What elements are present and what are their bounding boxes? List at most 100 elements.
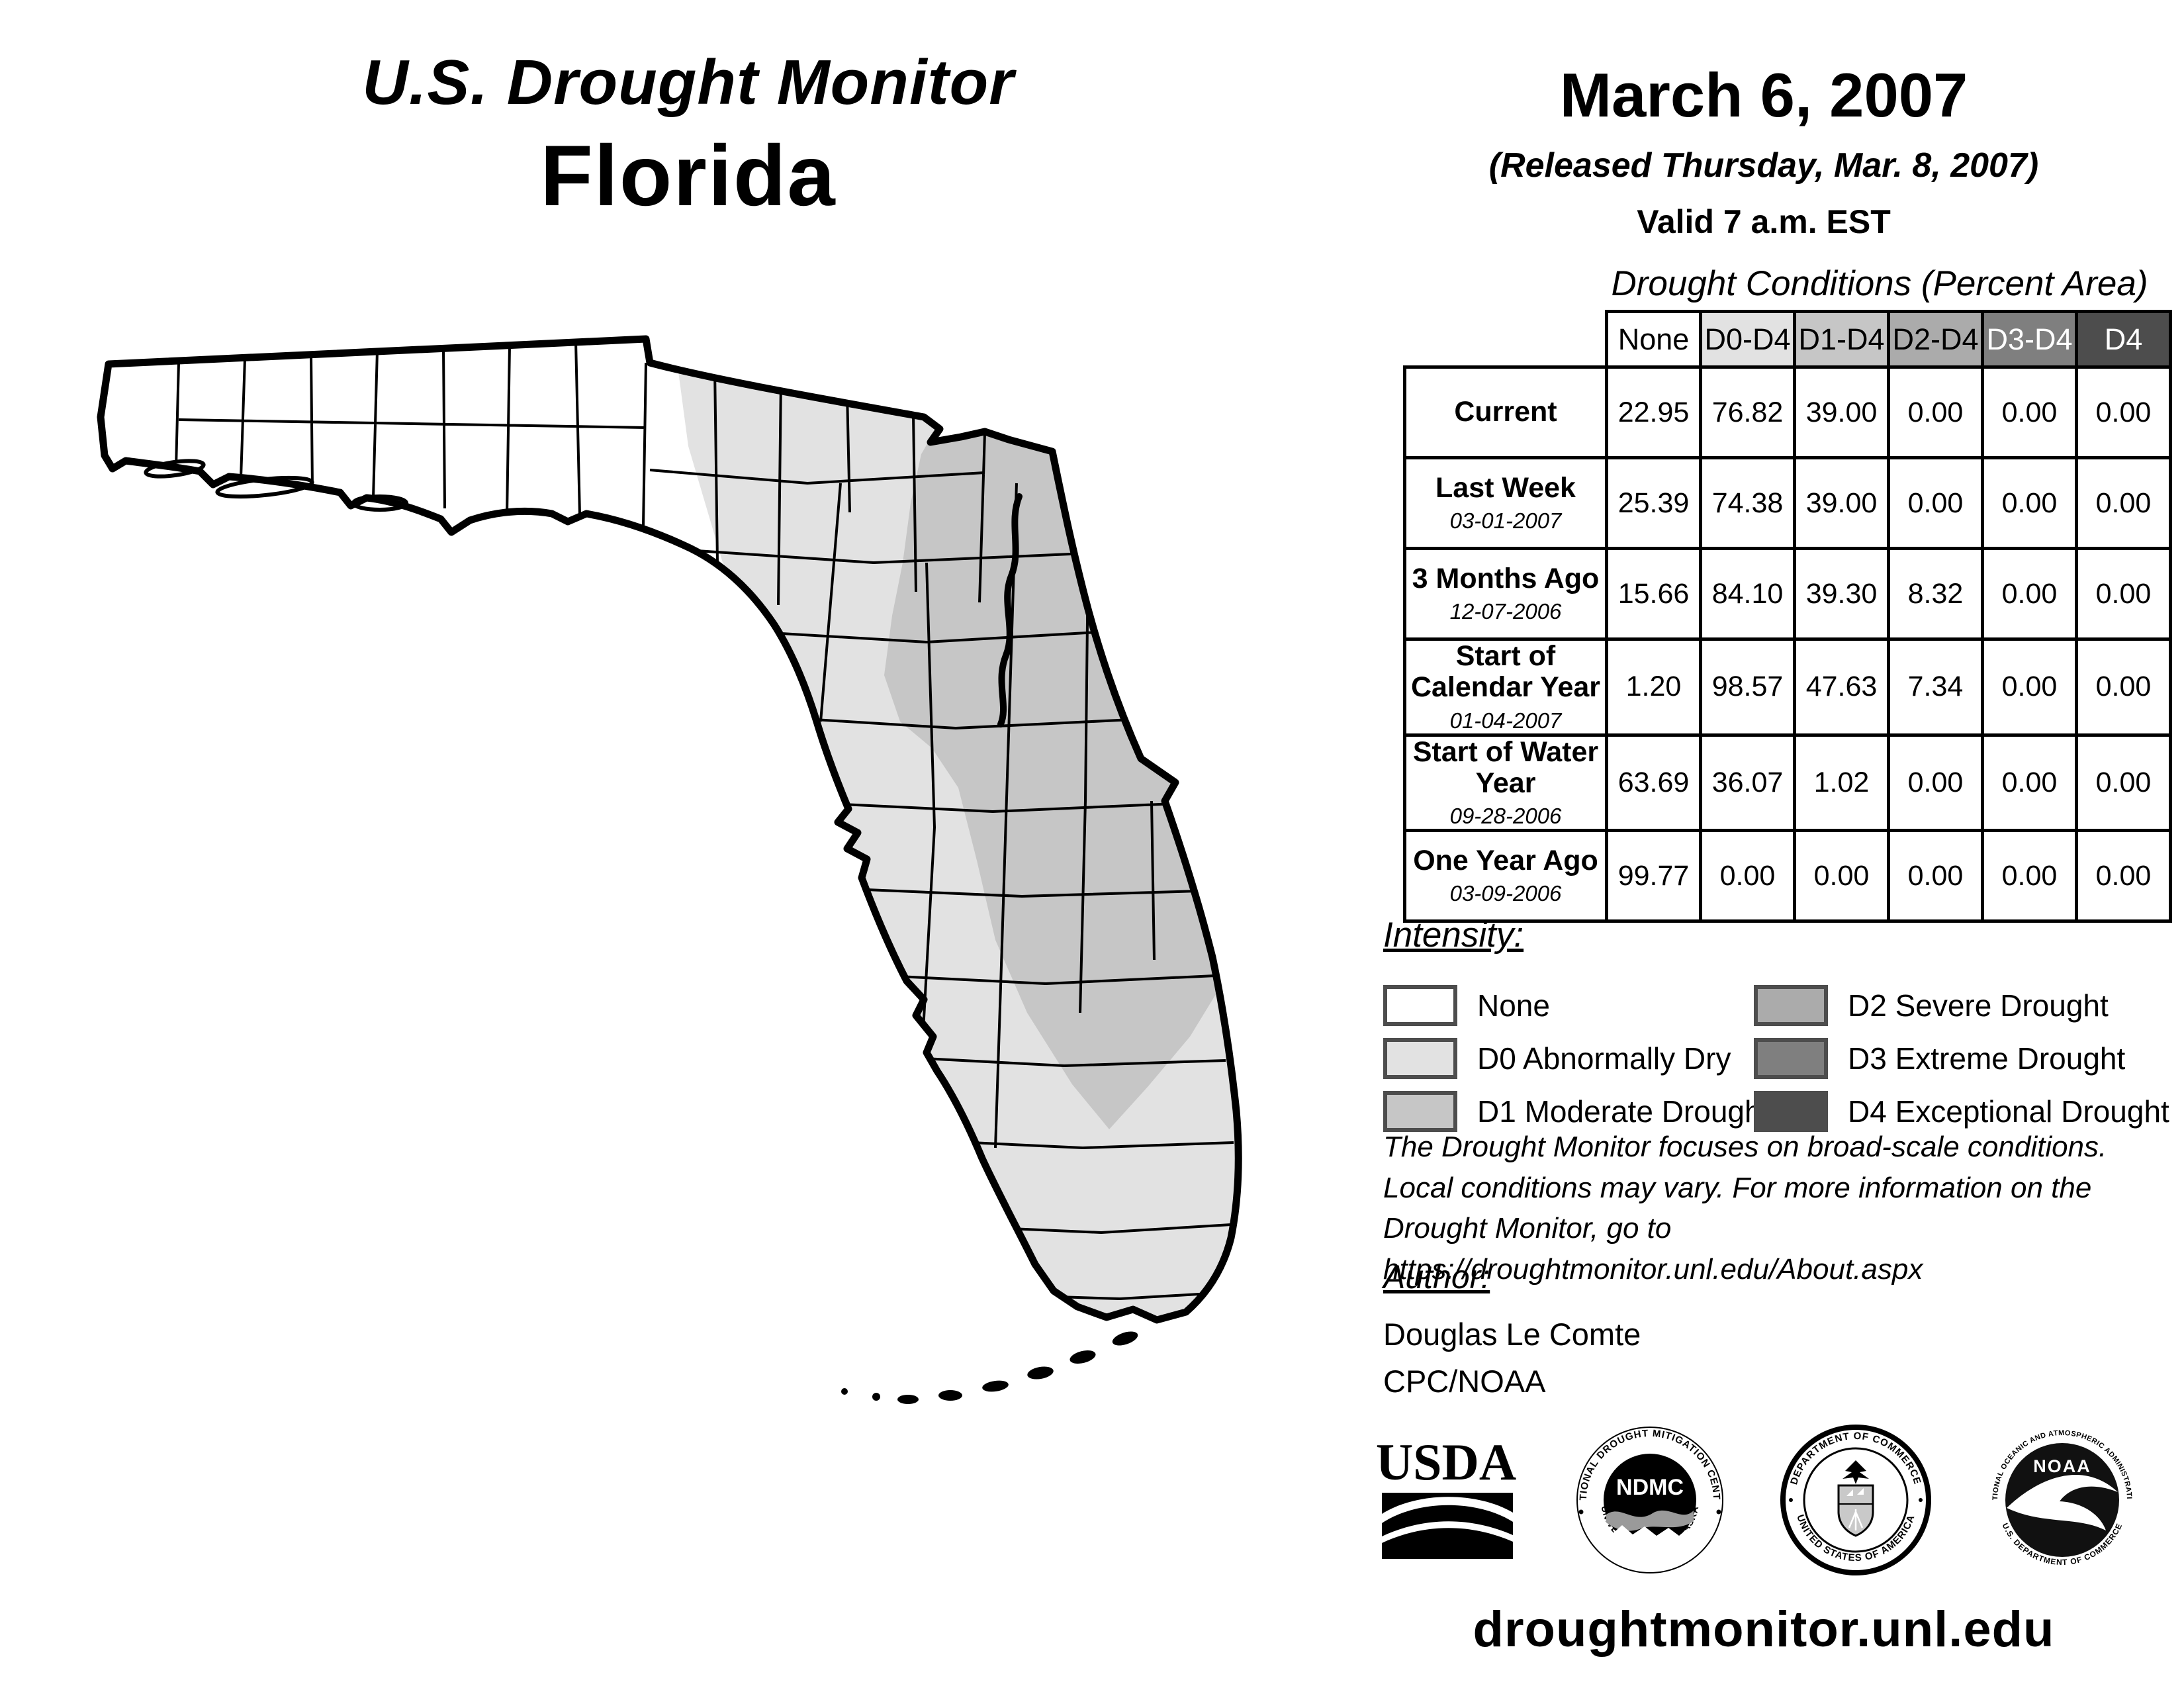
table-cell: 0.00 [2075,829,2172,923]
table-cell: 15.66 [1605,547,1702,641]
legend-label: D0 Abnormally Dry [1477,1041,1731,1076]
report-title: U.S. Drought Monitor [362,47,1015,118]
table-cell: 39.00 [1793,456,1890,550]
table-cell: 0.00 [1887,733,1984,833]
row-label: Start of Calendar Year [1410,640,1601,704]
col-header-d1d4: D1-D4 [1793,310,1890,369]
table-cell: 0.00 [1981,456,2078,550]
table-cell: 0.00 [1981,365,2078,459]
row-date: 01-04-2007 [1449,708,1562,733]
table-cell: 8.32 [1887,547,1984,641]
table-cell: 99.77 [1605,829,1702,923]
row-label-cell: Last Week 03-01-2007 [1403,456,1608,550]
legend-item-d1: D1 Moderate Drought [1383,1091,1770,1132]
state-name-title: Florida [540,127,837,224]
florida-keys [841,1331,1138,1404]
table-cell: 39.00 [1793,365,1890,459]
legend-item-d0: D0 Abnormally Dry [1383,1038,1754,1079]
table-cell: 0.00 [2075,456,2172,550]
table-header-row: None D0-D4 D1-D4 D2-D4 D3-D4 D4 [1405,310,2172,369]
row-date: 09-28-2006 [1449,804,1562,829]
row-label: 3 Months Ago [1412,562,1600,594]
florida-drought-map [66,165,1324,1542]
website-url: droughtmonitor.unl.edu [1473,1601,2055,1658]
ndmc-center-text: NDMC [1616,1475,1684,1500]
noaa-logo: NATIONAL OCEANIC AND ATMOSPHERIC ADMINIS… [1989,1427,2135,1573]
row-label: Current [1454,396,1557,428]
note-line: Drought Monitor, go to https://droughtmo… [1383,1212,1923,1286]
st-johns-river [997,493,1023,727]
table-cell: 0.00 [1981,733,2078,833]
col-header-none: None [1605,310,1702,369]
table-cell: 0.00 [1793,829,1890,923]
col-header-d3d4: D3-D4 [1981,310,2078,369]
table-row-last-week: Last Week 03-01-2007 25.39 74.38 39.00 0… [1403,456,2172,550]
table-row-start-calendar-year: Start of Calendar Year 01-04-2007 1.20 9… [1403,637,2172,737]
row-label-cell: Start of Water Year 09-28-2006 [1403,733,1608,833]
table-cell: 1.20 [1605,637,1702,737]
legend-item-d3: D3 Extreme Drought [1754,1038,2164,1079]
table-row-one-year-ago: One Year Ago 03-09-2006 99.77 0.00 0.00 … [1403,829,2172,923]
usda-logo-text: USDA [1377,1433,1516,1491]
table-cell: 98.57 [1699,637,1796,737]
table-cell: 0.00 [2075,637,2172,737]
table-cell: 74.38 [1699,456,1796,550]
doc-eagle-shield [1837,1460,1874,1537]
map-date: March 6, 2007 [1559,60,1968,130]
row-label-cell: One Year Ago 03-09-2006 [1403,829,1608,923]
table-cell: 25.39 [1605,456,1702,550]
col-header-d4: D4 [2075,310,2172,369]
intensity-legend: Intensity: None D0 Abnormally Dry D1 Mod… [1383,915,2171,1138]
col-header-d2d4: D2-D4 [1887,310,1984,369]
table-cell: 0.00 [1887,829,1984,923]
row-label-cell: Current [1403,365,1608,459]
drought-conditions-table: None D0-D4 D1-D4 D2-D4 D3-D4 D4 Current … [1403,310,2172,923]
table-corner-spacer [1405,312,1607,367]
disclaimer-note: The Drought Monitor focuses on broad-sca… [1383,1127,2177,1289]
page-title: U.S. Drought Monitor Florida [40,46,1337,225]
county-boundaries [175,341,1234,1301]
table-cell: 47.63 [1793,637,1890,737]
row-label: One Year Ago [1413,845,1598,877]
table-cell: 1.02 [1793,733,1890,833]
usda-logo: USDA [1377,1433,1516,1559]
legend-swatch-d0 [1383,1038,1457,1079]
author-heading: Author: [1383,1258,1490,1295]
table-cell: 84.10 [1699,547,1796,641]
table-cell: 22.95 [1605,365,1702,459]
note-line: Local conditions may vary. For more info… [1383,1171,2092,1204]
table-cell: 0.00 [1887,456,1984,550]
legend-grid: None D0 Abnormally Dry D1 Moderate Droug… [1383,979,2171,1138]
legend-label: D1 Moderate Drought [1477,1094,1770,1129]
table-row-current: Current 22.95 76.82 39.00 0.00 0.00 0.00 [1403,365,2172,459]
author-org: CPC/NOAA [1383,1364,1546,1399]
valid-time: Valid 7 a.m. EST [1637,203,1891,240]
row-date: 03-01-2007 [1449,508,1562,534]
table-cell: 63.69 [1605,733,1702,833]
legend-heading: Intensity: [1383,915,1524,955]
legend-label: D4 Exceptional Drought [1848,1094,2169,1129]
florida-map-svg [66,165,1324,1404]
legend-item-d4: D4 Exceptional Drought [1754,1091,2169,1132]
commerce-seal-logo: DEPARTMENT OF COMMERCE UNITED STATES OF … [1780,1424,1932,1575]
row-label-cell: 3 Months Ago 12-07-2006 [1403,547,1608,641]
table-cell: 39.30 [1793,547,1890,641]
table-cell: 36.07 [1699,733,1796,833]
row-label-cell: Start of Calendar Year 01-04-2007 [1403,637,1608,737]
table-cell: 0.00 [1981,829,2078,923]
ndmc-logo: NATIONAL DROUGHT MITIGATION CENTER UNIVE… [1576,1426,1723,1573]
legend-swatch-d3 [1754,1038,1828,1079]
table-cell: 76.82 [1699,365,1796,459]
row-date: 03-09-2006 [1449,881,1562,906]
table-cell: 0.00 [1887,365,1984,459]
col-header-d0d4: D0-D4 [1699,310,1796,369]
table-row-start-water-year: Start of Water Year 09-28-2006 63.69 36.… [1403,733,2172,833]
row-label: Last Week [1435,471,1576,504]
table-cell: 0.00 [1981,547,2078,641]
table-cell: 0.00 [1981,637,2078,737]
agency-logos: USDA NATIONAL DROUGHT MITIGATION CENTER … [1377,1422,2138,1577]
table-cell: 0.00 [2075,733,2172,833]
row-date: 12-07-2006 [1449,599,1562,624]
legend-item-d2: D2 Severe Drought [1754,985,2164,1026]
